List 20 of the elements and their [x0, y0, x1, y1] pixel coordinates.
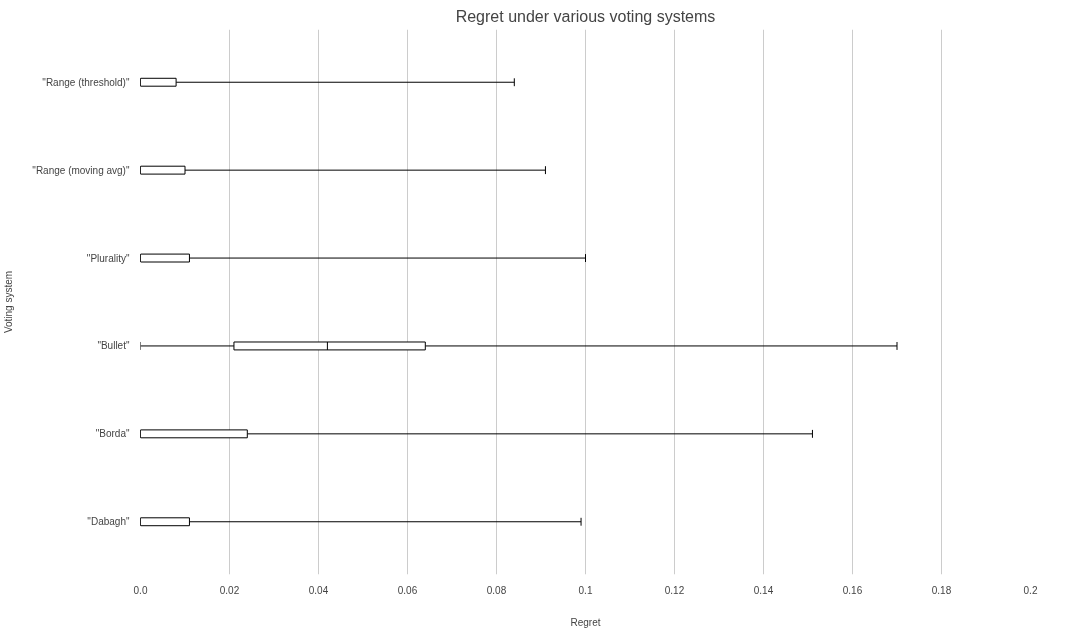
y-tick-label: "Plurality"	[86, 252, 130, 264]
y-tick-label: "Range (threshold)"	[42, 76, 130, 88]
y-tick-label: "Dabagh"	[87, 516, 130, 528]
chart-title: Regret under various voting systems	[455, 7, 716, 25]
x-tick-label: 0.06	[397, 584, 418, 596]
x-tick-label: 0.0	[133, 584, 148, 596]
x-tick-label: 0.08	[486, 584, 507, 596]
y-axis-title: Voting system	[3, 270, 15, 334]
x-tick-label: 0.12	[664, 584, 685, 596]
x-tick-label: 0.14	[753, 584, 774, 596]
x-tick-label: 0.02	[219, 584, 240, 596]
x-axis-title: Regret	[570, 616, 601, 628]
x-tick-label: 0.2	[1023, 584, 1038, 596]
x-tick-label: 0.16	[842, 584, 863, 596]
y-tick-label: "Range (moving avg)"	[32, 164, 130, 176]
y-tick-label: "Borda"	[95, 428, 130, 440]
x-tick-label: 0.1	[578, 584, 593, 596]
x-tick-label: 0.04	[308, 584, 329, 596]
x-tick-label: 0.18	[931, 584, 952, 596]
y-tick-label: "Bullet"	[97, 340, 130, 352]
